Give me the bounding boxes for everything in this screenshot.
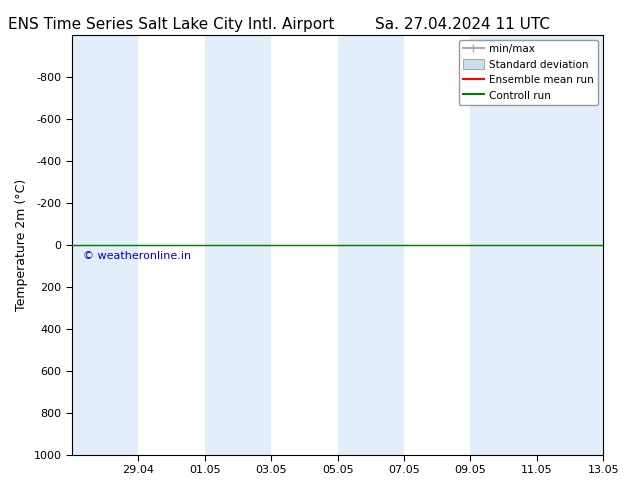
Text: ENS Time Series Salt Lake City Intl. Airport: ENS Time Series Salt Lake City Intl. Air… (8, 17, 334, 32)
Bar (537, 35, 603, 455)
Legend: min/max, Standard deviation, Ensemble mean run, Controll run: min/max, Standard deviation, Ensemble me… (459, 40, 598, 105)
Bar (470, 35, 537, 455)
Text: Sa. 27.04.2024 11 UTC: Sa. 27.04.2024 11 UTC (375, 17, 550, 32)
Bar (72, 35, 138, 455)
Text: © weatheronline.in: © weatheronline.in (82, 251, 191, 261)
Bar (337, 35, 404, 455)
Y-axis label: Temperature 2m (°C): Temperature 2m (°C) (15, 178, 28, 311)
Bar (205, 35, 271, 455)
